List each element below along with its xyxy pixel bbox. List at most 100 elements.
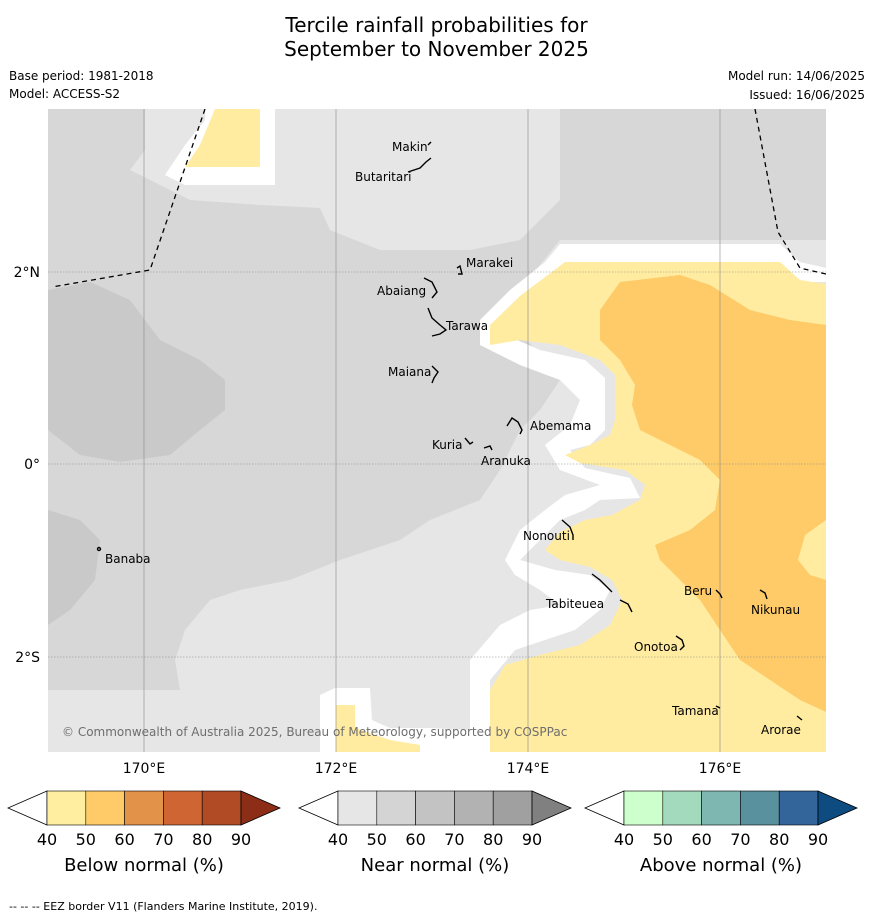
island-outlines [96,141,803,721]
colorbar-tick-label: 90 [522,830,542,849]
label-tabiteuea: Tabiteuea [545,597,604,611]
near-normal-50-region [48,109,826,690]
label-banaba: Banaba [105,552,151,566]
colorbar-tick-label: 50 [367,830,387,849]
near-normal-60-region [48,282,225,462]
colorbar-overflow-triangle [817,790,859,826]
label-abaiang: Abaiang [377,284,426,298]
near-normal-40-corner [48,690,195,752]
label-nikunau: Nikunau [751,603,800,617]
below-normal-40-north [185,109,260,167]
colorbar-underflow-triangle [297,790,339,826]
label-aranuka: Aranuka [481,454,531,468]
eez-border-east [754,109,826,275]
label-kuria: Kuria [432,438,463,452]
label-marakei: Marakei [466,256,513,270]
label-makin: Makin [392,140,428,154]
island-labels: Makin Butaritari Marakei Abaiang Tarawa … [105,140,801,737]
eez-border-west [51,109,206,288]
label-abemama: Abemama [530,419,591,433]
colorbar-above: 40 50 60 70 80 90 Above normal (%) [583,790,859,876]
colorbar-tick-label: 50 [76,830,96,849]
lon-label-174: 174°E [507,761,550,777]
lat-label-equator: 0° [24,457,40,473]
island-abaiang [423,277,438,299]
label-arorae: Arorae [761,723,801,737]
colorbar-segment [778,790,819,826]
island-nonouti [561,519,574,540]
island-beru [715,589,723,599]
base-period: Base period: 1981-2018 [9,69,154,83]
colorbar-tick-label: 80 [483,830,503,849]
island-kuria [464,437,474,445]
lon-label-172: 172°E [315,761,358,777]
axis-labels: 2°N 0° 2°S 170°E 172°E 174°E 176°E [14,265,742,777]
below-normal-50-region [600,275,826,712]
colorbar-segment [623,790,664,826]
colorbar-segment [701,790,741,826]
colorbar-below: 40 50 60 70 80 90 Below normal (%) [6,790,282,876]
colorbar-tick-label: 50 [653,830,673,849]
colorbar-tick-label: 60 [691,830,711,849]
colorbar-tick-label: 60 [405,830,425,849]
colorbar-tick-label: 90 [808,830,828,849]
colorbar-segment [46,790,87,826]
island-tamana [715,705,721,709]
colorbar-segment [124,790,164,826]
issued-date: Issued: 16/06/2025 [749,88,865,102]
map-title-line1: Tercile rainfall probabilities for [285,13,588,37]
island-banaba [96,546,102,552]
label-maiana: Maiana [388,365,431,379]
island-abemama [506,417,523,435]
model-name: Model: ACCESS-S2 [9,87,121,101]
near-normal-40-north [320,109,460,230]
lon-label-170: 170°E [123,761,166,777]
label-butaritari: Butaritari [355,170,412,184]
colorbar-segment [740,790,780,826]
colorbar-underflow-triangle [583,790,625,826]
colorbar-tick-label: 70 [730,830,750,849]
colorbar-tick-label: 80 [192,830,212,849]
colorbar-near: 40 50 60 70 80 90 Near normal (%) [297,790,573,876]
colorbar-segment [337,790,378,826]
model-run: Model run: 14/06/2025 [727,69,865,83]
below-normal-40-south-islet [336,705,420,752]
colorbar-segment [662,790,702,826]
colorbar-underflow-triangle [6,790,48,826]
graticule [143,109,721,752]
colorbar-title: Below normal (%) [64,855,224,876]
island-butaritari [407,157,432,173]
colorbar-tick-label: 40 [614,830,634,849]
colorbar-segment [492,790,533,826]
colorbar-segment [454,790,494,826]
island-onotoa [675,635,685,651]
colorbar-segment [415,790,455,826]
label-tamana: Tamana [671,704,719,718]
colorbar-tick-label: 70 [444,830,464,849]
footer-legend-note: -- -- -- EEZ border V11 (Flanders Marine… [9,900,318,913]
colorbar-title: Near normal (%) [361,855,510,876]
map-area: Makin Butaritari Marakei Abaiang Tarawa … [48,109,826,752]
island-marakei [456,264,463,275]
colorbar-tick-label: 60 [114,830,134,849]
lon-label-176: 176°E [699,761,742,777]
colorbars: 40 50 60 70 80 90 Below normal (%) 40 50 60 70 80 90… [6,790,859,876]
island-makin [427,141,432,146]
label-nonouti: Nonouti [523,529,570,543]
colorbar-tick-label: 90 [231,830,251,849]
colorbar-segment [201,790,242,826]
white-band-east [470,244,826,752]
colorbar-overflow-triangle [240,790,282,826]
colorbar-segment [163,790,203,826]
colorbar-segment [376,790,416,826]
map-title-line2: September to November 2025 [284,37,589,61]
island-maiana [431,365,439,384]
lat-label-2n: 2°N [14,265,40,281]
parallels [48,271,826,658]
label-tarawa: Tarawa [445,319,488,333]
island-aranuka [483,445,493,451]
label-onotoa: Onotoa [634,640,678,654]
colorbar-overflow-triangle [531,790,573,826]
island-tarawa [427,307,448,337]
island-tabiteuea-north [591,573,613,593]
